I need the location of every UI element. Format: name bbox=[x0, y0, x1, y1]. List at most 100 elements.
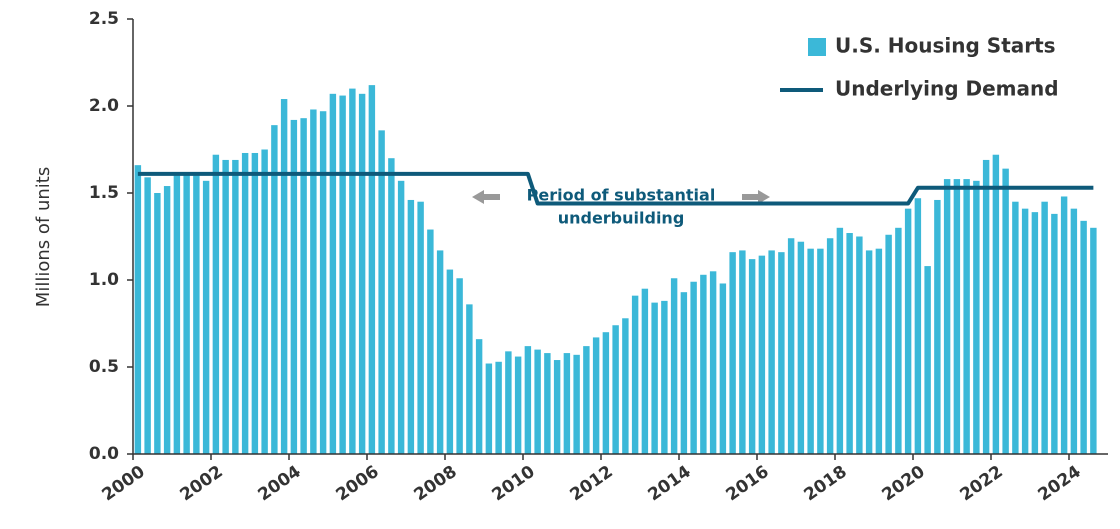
bar bbox=[1002, 168, 1009, 454]
bar bbox=[797, 241, 805, 454]
x-tick-label: 2018 bbox=[800, 462, 850, 506]
x-tick-label: 2012 bbox=[566, 462, 616, 506]
bar bbox=[280, 99, 288, 454]
x-tick-label: 2014 bbox=[644, 462, 694, 506]
bar bbox=[544, 353, 551, 454]
bar bbox=[534, 349, 541, 454]
bar bbox=[807, 248, 814, 454]
bar bbox=[612, 325, 619, 454]
bar bbox=[134, 165, 142, 454]
y-tick-label: 2.0 bbox=[89, 96, 119, 116]
bar bbox=[183, 173, 190, 455]
bar bbox=[144, 177, 151, 454]
y-tick-label: 0.5 bbox=[89, 357, 119, 377]
bar bbox=[934, 199, 941, 454]
bar bbox=[758, 255, 766, 454]
bar bbox=[358, 93, 366, 454]
x-tick-label: 2022 bbox=[956, 462, 1006, 506]
bar bbox=[466, 304, 473, 454]
bar bbox=[1080, 220, 1087, 454]
bar bbox=[739, 250, 746, 454]
bar bbox=[836, 227, 844, 454]
bar bbox=[310, 109, 317, 454]
bar bbox=[368, 85, 376, 455]
bar bbox=[505, 351, 512, 454]
bar bbox=[495, 361, 502, 454]
bar bbox=[622, 318, 629, 454]
x-tick-label: 2024 bbox=[1034, 462, 1084, 506]
bar bbox=[407, 199, 415, 454]
bar bbox=[212, 154, 220, 454]
bar bbox=[1070, 208, 1078, 454]
bar bbox=[329, 93, 337, 454]
legend-swatch bbox=[808, 38, 826, 56]
bar bbox=[261, 149, 268, 454]
bar bbox=[388, 158, 395, 454]
bar bbox=[1051, 213, 1058, 454]
arrow-left bbox=[472, 190, 500, 204]
y-axis-label: Millions of units bbox=[33, 167, 54, 307]
bar bbox=[982, 159, 990, 454]
bar bbox=[924, 266, 931, 454]
bar bbox=[729, 252, 736, 454]
bar bbox=[193, 175, 200, 454]
bar bbox=[661, 300, 668, 454]
x-tick-label: 2010 bbox=[488, 462, 538, 506]
bar bbox=[631, 295, 639, 454]
bar bbox=[719, 283, 727, 454]
bar bbox=[670, 278, 678, 454]
bar bbox=[154, 193, 161, 454]
bar bbox=[943, 179, 951, 454]
bar bbox=[524, 346, 532, 454]
bar bbox=[992, 154, 1000, 454]
bar bbox=[202, 180, 210, 454]
bar bbox=[563, 353, 571, 454]
x-tick-label: 2006 bbox=[332, 462, 382, 506]
bar bbox=[446, 269, 454, 454]
bar bbox=[963, 179, 970, 454]
bar bbox=[1060, 196, 1068, 455]
arrow-right bbox=[742, 190, 770, 204]
bar bbox=[651, 302, 658, 454]
bar bbox=[163, 186, 171, 455]
bar bbox=[417, 201, 424, 454]
bar bbox=[232, 159, 239, 454]
bar bbox=[573, 354, 580, 454]
bar bbox=[885, 234, 892, 454]
x-tick-label: 2020 bbox=[878, 462, 928, 506]
bar bbox=[475, 339, 483, 454]
bar bbox=[700, 274, 707, 454]
bar bbox=[514, 356, 522, 454]
bar bbox=[602, 332, 610, 454]
bar bbox=[173, 175, 181, 454]
bar bbox=[397, 180, 405, 454]
bar bbox=[319, 111, 327, 454]
bar bbox=[826, 238, 834, 454]
bar bbox=[953, 179, 961, 454]
bar bbox=[856, 236, 863, 454]
bar bbox=[768, 250, 775, 454]
bar bbox=[973, 180, 980, 454]
bar bbox=[436, 250, 444, 454]
x-tick-label: 2016 bbox=[722, 462, 772, 506]
x-tick-label: 2000 bbox=[98, 462, 148, 506]
bar bbox=[271, 125, 278, 454]
bar bbox=[709, 271, 717, 454]
bar bbox=[680, 292, 688, 454]
bar bbox=[787, 238, 795, 454]
bar bbox=[1012, 201, 1019, 454]
bar bbox=[456, 278, 463, 454]
bar bbox=[1041, 201, 1048, 454]
bar bbox=[349, 88, 356, 454]
bar bbox=[748, 259, 756, 454]
y-tick-label: 2.5 bbox=[89, 9, 119, 29]
line bbox=[137, 171, 1094, 206]
y-tick-label: 0.0 bbox=[89, 444, 119, 464]
annotation: Period of substantial bbox=[527, 186, 716, 205]
bar bbox=[290, 119, 298, 455]
bar bbox=[583, 346, 590, 454]
bar bbox=[241, 152, 249, 455]
bar bbox=[222, 159, 229, 454]
